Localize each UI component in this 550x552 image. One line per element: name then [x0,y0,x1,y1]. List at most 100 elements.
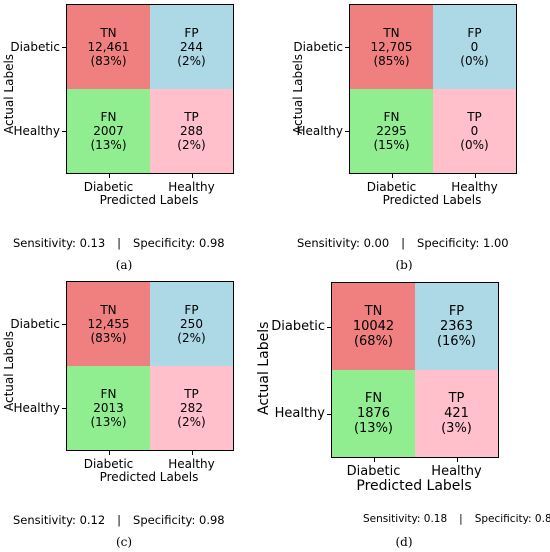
cell-count: 10042 [352,319,395,334]
x-tick-mark [191,451,193,455]
cell-text: TP 288 (2%) [177,110,205,152]
x-tick-label: Diabetic [366,180,417,194]
metrics-line: Sensitivity: 0.12 | Specificity: 0.98 [13,513,225,527]
y-tick-mark [327,326,331,328]
cell-count: 2295 [376,124,407,138]
x-tick-mark [108,174,110,178]
cell-text: FP 0 (0%) [460,26,488,68]
specificity-value: Specificity: 1.00 [417,236,509,250]
cell-pct: (0%) [460,54,489,68]
cell-text: TN 10042 (68%) [353,304,394,349]
specificity-value: Specificity: 0.98 [133,236,225,250]
y-axis-label: Actual Labels [256,321,272,415]
cell-text: FN 2295 (15%) [373,110,409,152]
x-tick-label: Diabetic [83,180,134,194]
y-axis-label: Actual Labels [2,53,16,134]
cell-pct: (2%) [177,54,206,68]
cell-count: 2013 [93,401,124,415]
cell-count: 282 [180,401,203,415]
x-tick-label: Healthy [168,457,215,471]
cell-label: TP [184,387,199,401]
x-axis-label: Predicted Labels [99,193,199,207]
y-tick-label: Diabetic [271,318,325,334]
y-tick-label: Diabetic [10,316,60,331]
x-tick-mark [391,174,393,178]
y-tick-label: Healthy [13,400,60,415]
y-tick-mark [62,131,66,132]
y-tick-mark [62,47,66,48]
cell-count: 244 [180,40,203,54]
cell-count: 0 [470,40,479,54]
cell-text: FP 244 (2%) [177,26,205,68]
cell-label: FP [184,26,199,40]
metrics-separator: | [117,513,122,527]
cell-count: 2007 [93,124,124,138]
cell-count: 421 [444,406,469,421]
y-tick-label: Diabetic [293,39,343,54]
panel-caption: (d) [395,535,413,549]
cell-count: 12,461 [87,40,130,54]
cell-text: FN 2013 (13%) [90,387,126,429]
cell-pct: (68%) [353,334,394,349]
cell-pct: (15%) [373,138,410,152]
matrix-cell-fn: FN 2295 (15%) [350,89,433,173]
y-tick-label: Diabetic [10,39,60,54]
cell-label: FN [364,391,383,406]
cell-count: 1876 [356,406,391,421]
sensitivity-value: Sensitivity: 0.12 [13,513,106,527]
cell-label: FP [448,304,465,319]
sensitivity-value: Sensitivity: 0.18 [363,513,448,525]
x-tick-mark [108,451,110,455]
matrix-cell-fp: FP 244 (2%) [150,5,233,89]
y-tick-label: Healthy [296,123,343,138]
cell-label: FP [184,303,199,317]
y-tick-mark [345,47,349,48]
matrix-cell-fp: FP 0 (0%) [433,5,516,89]
confusion-matrix: TN 12,461 (83%) FP 244 (2%) FN 2007 (13%) TP 288 (2… [66,4,234,174]
cell-text: FN 1876 (13%) [354,391,393,436]
matrix-cell-fp: FP 2363 (16%) [415,283,498,370]
y-axis-label: Actual Labels [291,53,305,134]
cell-pct: (0%) [460,138,489,152]
matrix-cell-tn: TN 10042 (68%) [332,283,415,370]
x-tick-mark [456,458,458,462]
sensitivity-value: Sensitivity: 0.13 [13,236,106,250]
x-tick-label: Diabetic [346,464,401,479]
cell-label: TN [100,303,117,317]
panel-caption: (a) [115,258,133,272]
x-axis-label: Predicted Labels [99,470,199,484]
cell-label: TP [184,110,199,124]
cell-pct: (83%) [90,54,127,68]
cell-pct: (2%) [177,415,206,429]
specificity-value: Specificity: 0.81 [474,513,550,525]
cell-label: FP [467,26,482,40]
panel-caption: (b) [395,258,413,272]
confusion-matrix: TN 12,705 (85%) FP 0 (0%) FN 2295 (15%) TP 0 (0%) [349,4,517,174]
metrics-separator: | [117,236,122,250]
cell-label: FN [100,387,117,401]
cell-label: TN [100,26,117,40]
matrix-cell-tn: TN 12,461 (83%) [67,5,150,89]
metrics-line: Sensitivity: 0.00 | Specificity: 1.00 [297,236,509,250]
metrics-line: Sensitivity: 0.18 | Specificity: 0.81 [363,513,550,525]
x-tick-mark [474,174,476,178]
cell-count: 2363 [439,319,474,334]
cell-text: TN 12,455 (83%) [88,303,130,345]
matrix-cell-tp: TP 288 (2%) [150,89,233,173]
cell-pct: (13%) [90,415,127,429]
y-tick-label: Healthy [13,123,60,138]
cell-pct: (83%) [90,331,127,345]
matrix-cell-fn: FN 1876 (13%) [332,370,415,457]
y-tick-mark [327,413,331,415]
cell-pct: (16%) [436,334,477,349]
matrix-cell-tp: TP 421 (3%) [415,370,498,457]
matrix-cell-tn: TN 12,705 (85%) [350,5,433,89]
cell-label: FN [383,110,400,124]
cell-text: TP 421 (3%) [441,391,472,436]
cell-count: 12,705 [370,40,413,54]
metrics-line: Sensitivity: 0.13 | Specificity: 0.98 [13,236,225,250]
confusion-matrix: TN 12,455 (83%) FP 250 (2%) FN 2013 (13%) TP 282 (2… [66,281,234,451]
y-tick-mark [62,408,66,409]
cell-label: TN [383,26,400,40]
matrix-cell-fn: FN 2013 (13%) [67,366,150,450]
